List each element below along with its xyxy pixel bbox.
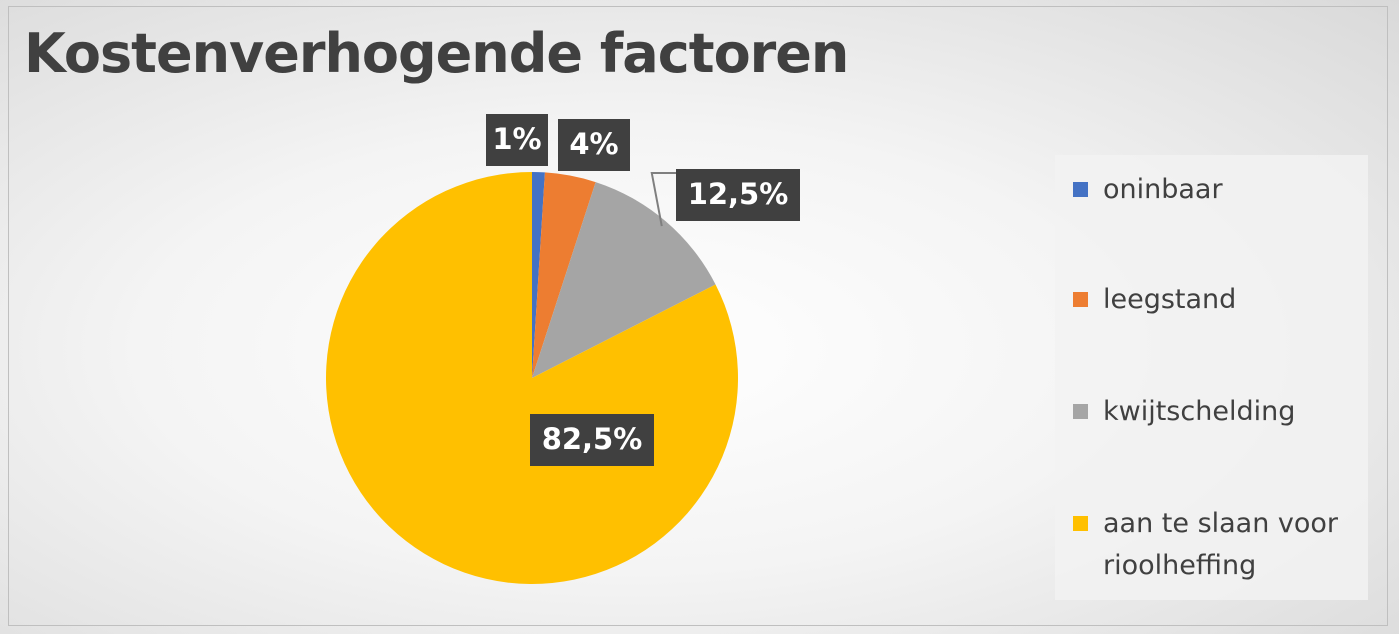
pie-slice [532, 172, 596, 378]
legend: oninbaar leegstand kwijtschelding aan te sl… [1055, 155, 1368, 600]
label-box [530, 414, 654, 466]
legend-item: kwijtschelding [1073, 391, 1363, 433]
chart-title: Kostenverhogende factoren [24, 22, 849, 85]
legend-swatch [1073, 516, 1088, 531]
legend-label: aan te slaan voor rioolheffing [1103, 508, 1339, 581]
legend-item: aan te slaan voor rioolheffing [1073, 503, 1363, 587]
label-box [558, 119, 630, 171]
label-box [676, 169, 800, 221]
label-box [486, 114, 548, 166]
pie-slice [326, 172, 739, 584]
legend-item: leegstand [1073, 279, 1363, 321]
frame-border [8, 6, 1388, 626]
leader-line [650, 172, 676, 227]
data-label: 12,5% [688, 177, 789, 211]
legend-swatch [1073, 404, 1088, 419]
legend-label: leegstand [1103, 284, 1237, 315]
pie-slice [532, 172, 545, 378]
data-label: 1% [492, 122, 541, 156]
pie-slice [532, 182, 716, 378]
legend-label: oninbaar [1103, 174, 1223, 205]
data-label: 4% [569, 127, 618, 161]
legend-item: oninbaar [1073, 169, 1363, 211]
legend-swatch [1073, 182, 1088, 197]
legend-swatch [1073, 292, 1088, 307]
legend-label: kwijtschelding [1103, 396, 1296, 427]
data-label: 82,5% [542, 422, 643, 456]
